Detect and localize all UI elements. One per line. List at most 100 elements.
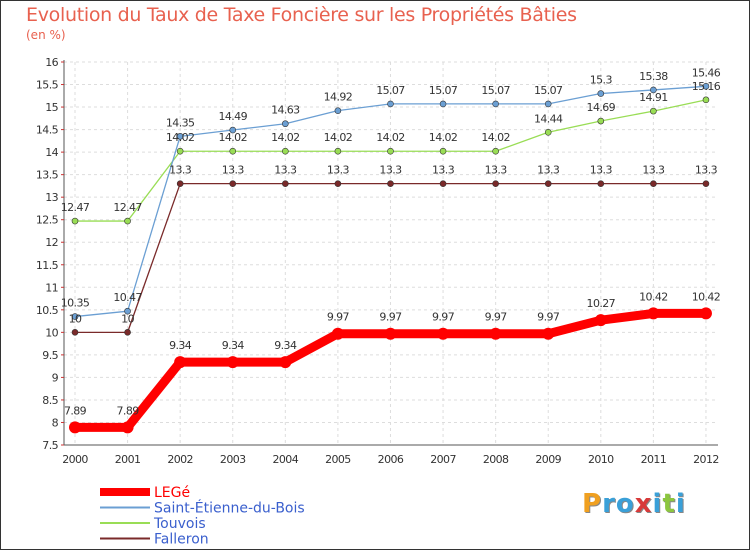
y-tick-label: 12.5 (36, 214, 59, 227)
data-label: 14.92 (324, 91, 353, 104)
data-label: 10.42 (639, 290, 668, 303)
data-label: 14.02 (429, 131, 458, 144)
data-label: 13.3 (642, 164, 665, 177)
data-point (650, 107, 657, 115)
y-tick-label: 8 (52, 416, 59, 429)
data-point (279, 356, 292, 369)
logo-letter: t (662, 489, 676, 519)
data-label: 7.89 (117, 404, 140, 417)
data-label: 14.02 (376, 131, 405, 144)
y-tick-label: 9.5 (42, 349, 58, 362)
data-label: 14.69 (587, 101, 616, 114)
data-point (544, 180, 552, 187)
data-point (489, 327, 502, 340)
x-tick-label: 2009 (535, 453, 561, 466)
data-point (226, 356, 239, 369)
data-point (282, 180, 289, 187)
x-tick-label: 2012 (693, 453, 719, 466)
data-label: 9.34 (169, 339, 192, 352)
y-tick-label: 8.5 (42, 394, 58, 407)
data-point (334, 107, 342, 114)
x-tick-label: 2001 (115, 453, 141, 466)
data-label: 9.97 (485, 311, 508, 324)
x-tick-label: 2010 (588, 453, 614, 466)
data-point (387, 147, 394, 155)
legend-entry: Touvois (153, 516, 206, 532)
data-point (331, 327, 344, 340)
data-point (124, 307, 131, 315)
data-point (492, 147, 499, 155)
data-label: 10.35 (61, 297, 90, 310)
data-point (121, 421, 134, 434)
data-label: 13.3 (222, 164, 245, 177)
data-labels: 7.89 7.89 9.34 9.34 9.34 9.97 9.97 9.97 9.97 9.97… (61, 66, 722, 417)
data-label: 13.3 (695, 164, 718, 177)
y-tick-label: 14 (45, 146, 58, 159)
data-point (334, 180, 342, 187)
data-point (702, 180, 710, 187)
y-tick-label: 13.5 (36, 169, 59, 182)
data-label: 15.38 (639, 70, 668, 83)
data-point (69, 421, 81, 434)
data-label: 15.46 (692, 66, 721, 79)
data-label: 13.3 (327, 164, 350, 177)
logo-letter: r (602, 489, 616, 519)
data-label: 10.47 (113, 291, 142, 304)
data-point (597, 180, 605, 187)
data-label: 14.02 (481, 131, 510, 144)
data-point (597, 90, 605, 97)
data-point (384, 327, 397, 340)
data-label: 12.47 (61, 201, 90, 214)
x-tick-label: 2005 (325, 453, 351, 466)
data-point (439, 100, 447, 108)
data-point (594, 314, 607, 327)
y-tick-label: 13 (45, 191, 58, 204)
data-point (71, 313, 79, 320)
data-label: 9.97 (327, 311, 350, 324)
data-label: 14.35 (166, 116, 195, 129)
data-label: 13.3 (169, 164, 192, 177)
data-point (439, 147, 447, 155)
data-label: 10 (121, 312, 134, 325)
data-label: 9.97 (537, 311, 560, 324)
data-point (176, 133, 184, 140)
data-label: 14.02 (324, 131, 353, 144)
data-label: 14.49 (218, 110, 247, 123)
data-label: 13.3 (537, 164, 560, 177)
data-label: 13.3 (379, 164, 402, 177)
x-tick-label: 2008 (483, 453, 509, 466)
data-label: 7.89 (64, 404, 87, 417)
data-point (597, 117, 605, 125)
legend-entry: Saint-Étienne-du-Bois (154, 500, 305, 517)
data-point (229, 180, 237, 187)
data-label: 9.34 (222, 339, 245, 352)
y-tick-label: 11.5 (36, 259, 59, 272)
data-point (702, 83, 710, 90)
data-label: 15.07 (481, 84, 510, 97)
logo-letter: i (652, 489, 663, 519)
data-point (176, 180, 184, 187)
data-label: 10.42 (692, 290, 721, 303)
data-point (282, 147, 289, 155)
legend-entry: Falleron (154, 532, 209, 548)
data-point (71, 329, 79, 336)
x-tick-label: 2007 (430, 453, 456, 466)
data-point (437, 327, 450, 340)
data-point (176, 147, 184, 155)
logo-letter: P (582, 489, 603, 519)
data-point (650, 180, 657, 187)
y-tick-label: 10 (45, 326, 58, 339)
data-point (71, 217, 79, 225)
data-label: 14.63 (271, 104, 300, 117)
x-tick-label: 2003 (220, 453, 246, 466)
x-tick-label: 2002 (167, 453, 193, 466)
y-tick-label: 14.5 (36, 124, 59, 137)
data-label: 13.3 (432, 164, 455, 177)
data-point (542, 327, 555, 340)
data-label: 15.3 (590, 74, 613, 87)
chart-title: Evolution du Taux de Taxe Foncière sur l… (26, 4, 577, 26)
y-tick-label: 10.5 (36, 304, 59, 317)
x-tick-label: 2006 (378, 453, 404, 466)
